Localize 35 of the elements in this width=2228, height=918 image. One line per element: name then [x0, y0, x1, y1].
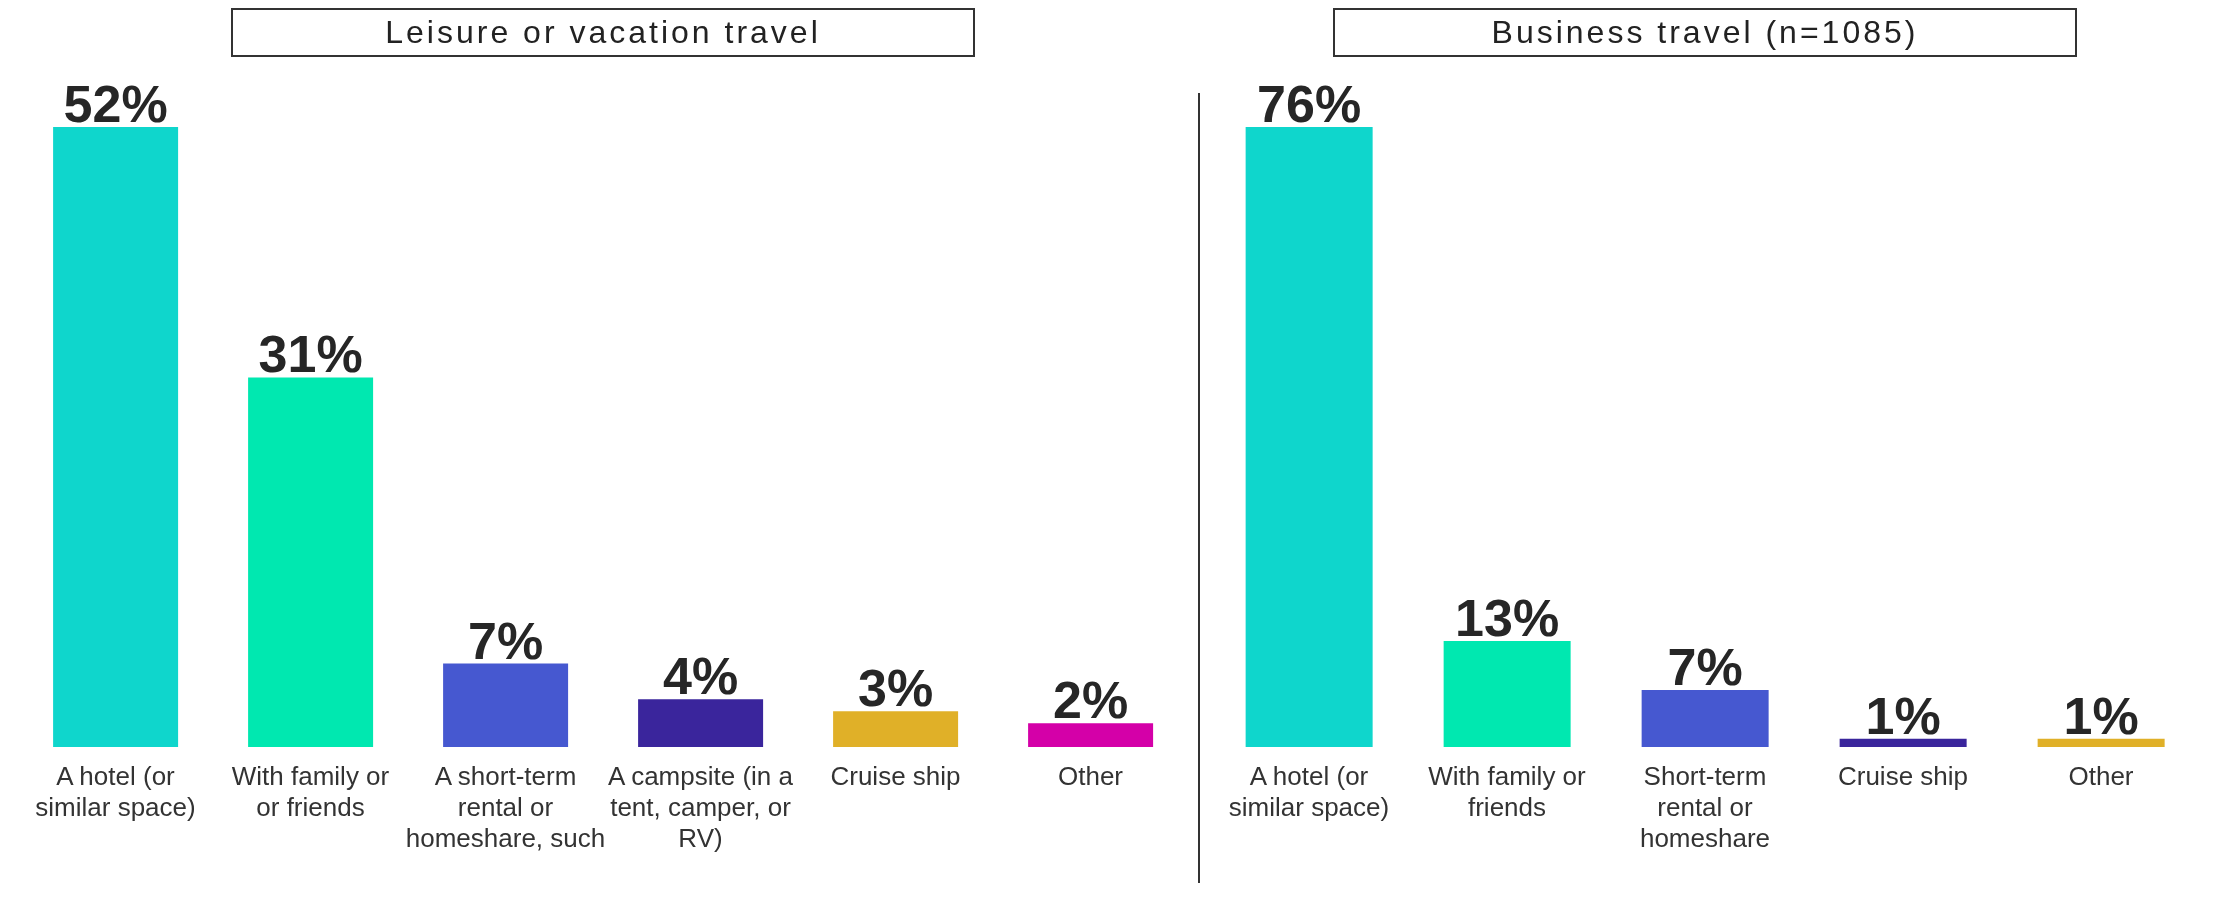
bar: [1839, 738, 1967, 747]
bar: [638, 699, 764, 747]
data-label: 13%: [1455, 588, 1560, 647]
x-tick-label: With family or friends: [1428, 761, 1587, 822]
data-label: 31%: [258, 325, 363, 384]
data-label: 2%: [1053, 671, 1129, 730]
x-tick-label: Cruise ship: [830, 761, 961, 791]
data-label: 7%: [1667, 637, 1743, 696]
data-label: 4%: [663, 647, 739, 706]
data-label: 52%: [63, 75, 168, 133]
bar: [2037, 738, 2165, 747]
bar: [53, 127, 179, 747]
data-label: 7%: [468, 611, 544, 670]
bar: [248, 377, 374, 747]
data-label: 1%: [2063, 686, 2139, 745]
bar: [1028, 723, 1154, 747]
data-label: 76%: [1257, 75, 1362, 133]
chart-title: Leisure or vacation travel: [231, 8, 975, 57]
x-tick-label: Other: [1057, 761, 1124, 791]
x-tick-label: A hotel (or similar space): [1228, 761, 1390, 822]
bar: [1443, 640, 1571, 747]
chart-title: Business travel (n=1085): [1333, 8, 2077, 57]
x-tick-label: Short-term rental or homeshare: [1639, 761, 1771, 853]
x-tick-label: Other: [2068, 761, 2134, 791]
bar: [1641, 689, 1769, 747]
x-tick-label: A campsite (in a tent, camper, or RV): [608, 761, 794, 853]
x-tick-label: A hotel (or similar space): [35, 761, 196, 822]
data-label: 1%: [1865, 686, 1941, 745]
x-tick-label: A short-term rental or homeshare, such: [405, 761, 606, 853]
bar: [833, 711, 959, 747]
data-label: 3%: [858, 659, 934, 718]
bar: [1245, 127, 1373, 747]
x-tick-label: With family or or friends: [231, 761, 390, 822]
x-tick-label: Cruise ship: [1837, 761, 1969, 791]
bar: [443, 663, 569, 747]
